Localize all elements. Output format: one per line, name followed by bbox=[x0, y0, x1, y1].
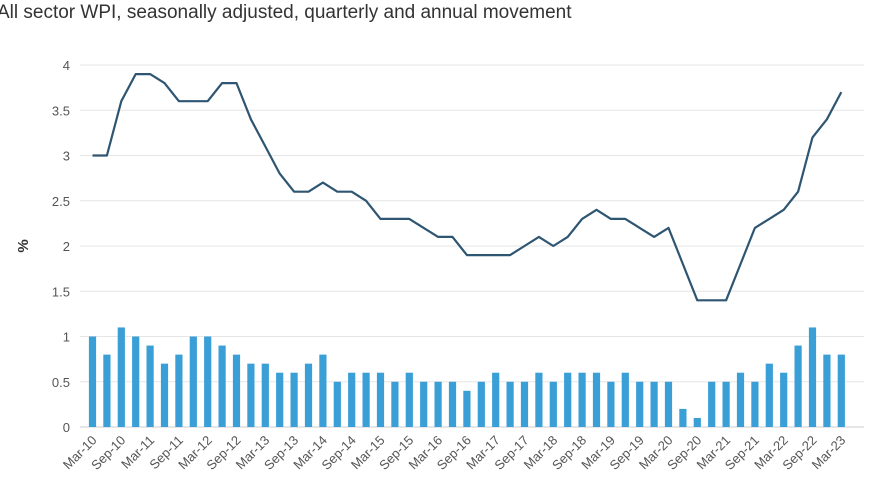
bar bbox=[434, 381, 442, 427]
bar bbox=[189, 336, 197, 427]
bar bbox=[276, 372, 284, 427]
chart-title: All sector WPI, seasonally adjusted, qua… bbox=[0, 2, 572, 23]
gridlines bbox=[80, 64, 864, 428]
bar bbox=[794, 345, 802, 427]
bar bbox=[247, 363, 255, 427]
y-tick-label: 0 bbox=[63, 420, 70, 435]
bar bbox=[693, 417, 701, 427]
bar bbox=[592, 372, 601, 427]
bar bbox=[636, 381, 644, 427]
bar bbox=[117, 327, 125, 427]
bar bbox=[535, 372, 543, 427]
bar bbox=[132, 336, 140, 427]
y-axis-ticks: 0 0.5 1 1.5 2 2.5 3 3.5 4 bbox=[52, 58, 70, 435]
y-tick-label: 2 bbox=[63, 239, 70, 254]
bar bbox=[607, 381, 615, 427]
bar bbox=[664, 381, 673, 427]
bar bbox=[448, 381, 457, 427]
bar bbox=[492, 372, 500, 427]
annual-movement-line bbox=[92, 72, 843, 302]
bar bbox=[304, 363, 313, 427]
bar bbox=[722, 381, 730, 427]
bar bbox=[391, 381, 399, 427]
bar bbox=[362, 372, 370, 427]
bar bbox=[621, 372, 629, 427]
bar bbox=[103, 354, 111, 427]
bar bbox=[765, 363, 773, 427]
y-axis-label: % bbox=[15, 239, 32, 252]
bar bbox=[650, 381, 658, 427]
bar bbox=[837, 354, 845, 427]
y-tick-label: 1.5 bbox=[52, 284, 70, 299]
bar bbox=[290, 372, 298, 427]
bar bbox=[823, 354, 831, 427]
bar bbox=[160, 363, 169, 427]
x-axis-ticks: Mar-10Sep-10Mar-11Sep-11Mar-12Sep-12Mar-… bbox=[60, 433, 849, 473]
bar bbox=[261, 363, 269, 427]
bar bbox=[405, 372, 413, 427]
bar bbox=[679, 408, 687, 427]
bar bbox=[463, 390, 471, 427]
quarterly-bars bbox=[88, 327, 845, 427]
annual-line-layer bbox=[92, 72, 843, 302]
bar bbox=[218, 345, 226, 427]
bar bbox=[319, 354, 327, 427]
bar bbox=[232, 354, 241, 427]
y-tick-label: 4 bbox=[63, 58, 70, 73]
y-tick-label: 0.5 bbox=[52, 375, 70, 390]
bar bbox=[477, 381, 485, 427]
bar bbox=[333, 381, 341, 427]
bar bbox=[549, 381, 557, 427]
bar bbox=[736, 372, 745, 427]
bar bbox=[751, 381, 759, 427]
bar bbox=[808, 327, 817, 427]
bar bbox=[564, 372, 572, 427]
y-tick-label: 2.5 bbox=[52, 194, 70, 209]
bar bbox=[146, 345, 154, 427]
y-tick-label: 1 bbox=[63, 330, 70, 345]
bar bbox=[578, 372, 586, 427]
bar bbox=[348, 372, 356, 427]
bar bbox=[780, 372, 788, 427]
bar bbox=[175, 354, 183, 427]
y-tick-label: 3 bbox=[63, 149, 70, 164]
bar bbox=[204, 336, 212, 427]
y-tick-label: 3.5 bbox=[52, 103, 70, 118]
bar bbox=[88, 336, 97, 427]
bar bbox=[376, 372, 385, 427]
bar bbox=[708, 381, 716, 427]
bar bbox=[420, 381, 428, 427]
bar bbox=[520, 381, 529, 427]
bar bbox=[506, 381, 514, 427]
